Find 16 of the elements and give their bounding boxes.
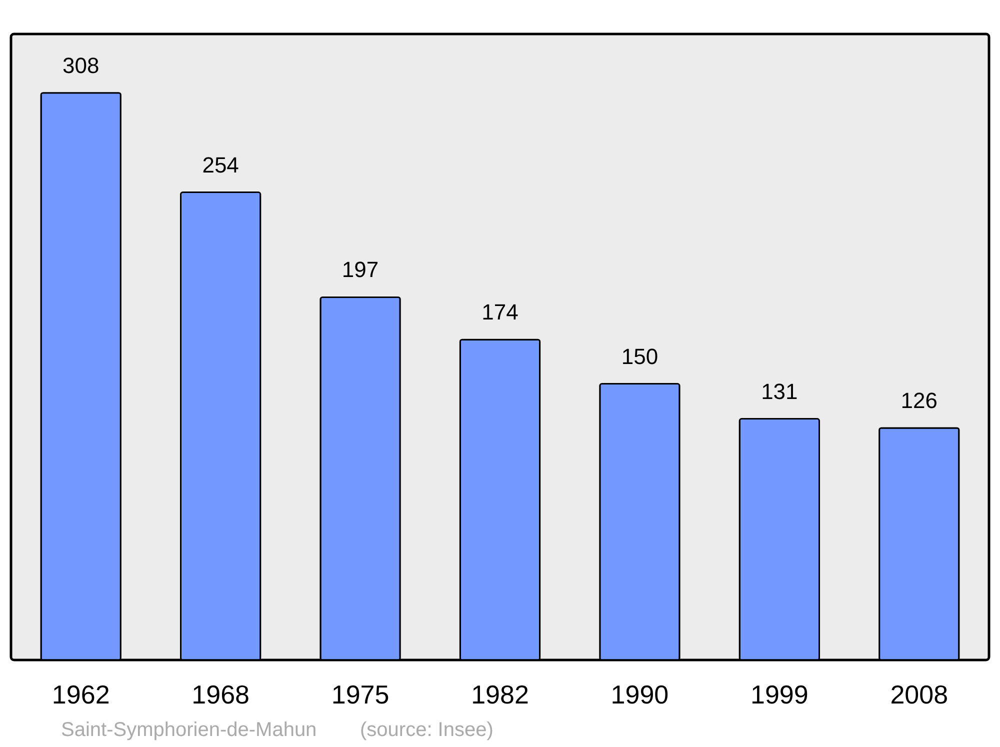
x-tick-label: 1962 (52, 680, 110, 710)
x-tick-label: 1982 (471, 680, 529, 710)
data-label: 197 (342, 257, 379, 282)
data-label: 254 (202, 152, 239, 178)
text: (source: Insee) (360, 719, 494, 741)
text: Saint-Symphorien-de-Mahun (61, 719, 317, 741)
data-label: 308 (62, 52, 100, 78)
x-tick-label: 2008 (890, 680, 948, 710)
data-label: 126 (900, 388, 938, 413)
x-tick-label: 1975 (331, 680, 390, 710)
data-label: 150 (621, 344, 658, 369)
x-tick-label: 1968 (192, 680, 250, 710)
data-label: 174 (482, 300, 518, 325)
x-tick-label: 1999 (750, 680, 808, 710)
data-label: 131 (761, 378, 798, 404)
x-tick-label: 1990 (610, 680, 669, 710)
